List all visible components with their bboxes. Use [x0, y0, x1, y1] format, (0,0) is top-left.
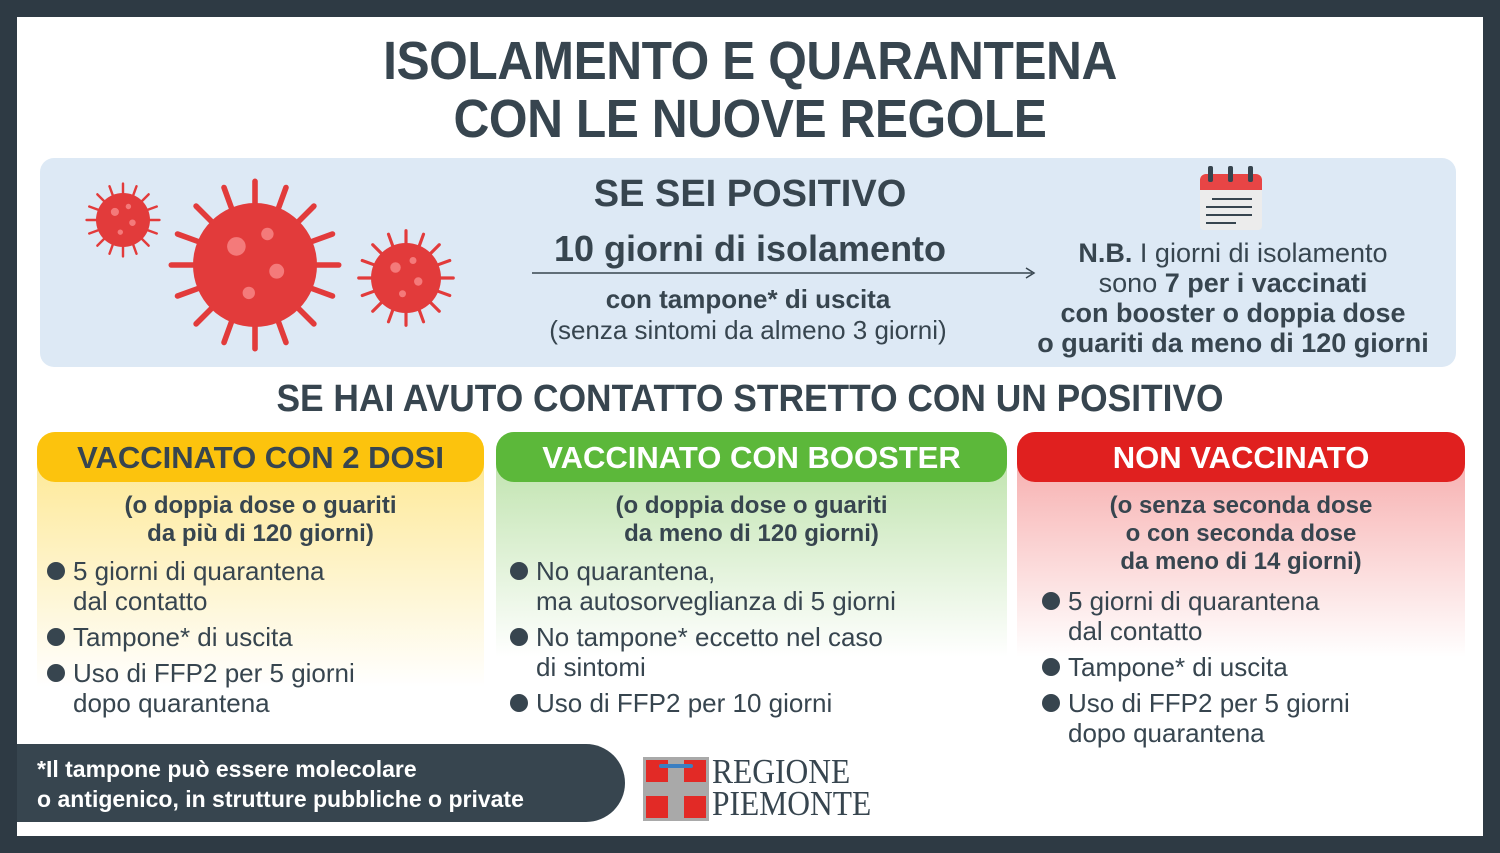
logo-text: REGIONE PIEMONTE [712, 752, 872, 823]
column-subtitle: (o doppia dose o guariti [615, 492, 888, 519]
logo-line: PIEMONTE [712, 784, 872, 823]
list-item: Uso di FFP2 per 10 giorni [500, 688, 1007, 718]
list-item: 5 giorni di quarantena dal contatto [37, 556, 484, 616]
list-item: Uso di FFP2 per 5 giorni dopo quarantena [37, 658, 484, 718]
column-unvaccinated: NON VACCINATO (o senza seconda dose o con… [1017, 432, 1465, 748]
arrow-icon [532, 267, 1036, 279]
page-title: ISOLAMENTO E QUARANTENA CON LE NUOVE REG… [60, 32, 1440, 148]
list-item: Tampone* di uscita [1032, 652, 1465, 682]
nb-text: con booster o doppia dose [1060, 298, 1406, 328]
nb-note: N.B. I giorni di isolamento sono 7 per i… [1010, 238, 1456, 358]
exit-test: con tampone* di uscita [605, 284, 891, 314]
list-item: No tampone* eccetto nel caso di sintomi [500, 622, 1007, 682]
list-item: No quarantena, ma autosorveglianza di 5 g… [500, 556, 1007, 616]
symptom-condition: (senza sintomi da almeno 3 giorni) [549, 315, 947, 345]
column-booster: VACCINATO CON BOOSTER (o doppia dose o g… [496, 432, 1007, 732]
logo-line: REGIONE [712, 752, 851, 791]
column-two-doses: VACCINATO CON 2 DOSI (o doppia dose o gu… [37, 432, 484, 732]
column-subtitle: o con seconda dose [1125, 520, 1357, 547]
column-title: VACCINATO CON BOOSTER [496, 432, 1007, 482]
list-item: Uso di FFP2 per 5 giorni dopo quarantena [1032, 688, 1465, 748]
column-subtitle: da meno di 14 giorni) [1120, 548, 1362, 575]
list-item: 5 giorni di quarantena dal contatto [1032, 586, 1465, 646]
virus-icon [80, 170, 470, 360]
column-title: VACCINATO CON 2 DOSI [37, 432, 484, 482]
column-subtitle: da più di 120 giorni) [147, 520, 374, 547]
contact-heading: SE HAI AVUTO CONTATTO STRETTO CON UN POS… [276, 378, 1224, 420]
column-subtitle: da meno di 120 giorni) [624, 520, 879, 547]
nb-text: I giorni di isolamento [1132, 238, 1388, 268]
isolation-days: 10 giorni di isolamento [553, 228, 947, 269]
piemonte-logo-icon [643, 757, 709, 821]
title-line: CON LE NUOVE REGOLE [453, 89, 1047, 149]
footnote-line: *Il tampone può essere molecolare [37, 756, 417, 782]
footnote-line: o antigenico, in strutture pubbliche o p… [37, 786, 524, 812]
positive-heading: SE SEI POSITIVO [593, 173, 907, 215]
nb-text: o guariti da meno di 120 giorni [1037, 328, 1429, 358]
calendar-icon [1200, 166, 1262, 230]
nb-text: 7 per i vaccinati [1164, 268, 1368, 298]
title-line: ISOLAMENTO E QUARANTENA [383, 31, 1117, 91]
list-item: Tampone* di uscita [37, 622, 484, 652]
column-subtitle: (o senza seconda dose [1109, 492, 1373, 519]
footnote: *Il tampone può essere molecolare o anti… [17, 744, 625, 822]
nb-prefix: N.B. [1078, 238, 1133, 268]
column-subtitle: (o doppia dose o guariti [124, 492, 397, 519]
column-title: NON VACCINATO [1017, 432, 1465, 482]
nb-text: sono [1098, 268, 1165, 298]
